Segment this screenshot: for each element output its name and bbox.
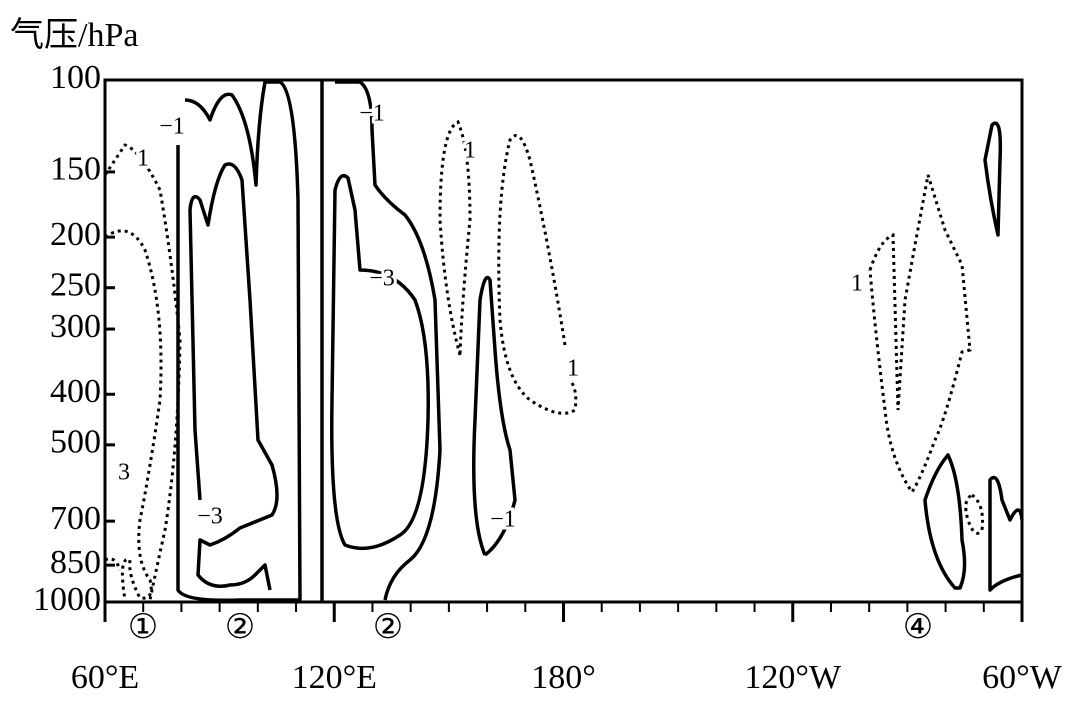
contour bbox=[923, 453, 967, 590]
x-tick-label: 60°E bbox=[71, 659, 139, 696]
y-tick-label: 150 bbox=[50, 151, 101, 188]
contour bbox=[988, 475, 1024, 592]
y-tick-label: 250 bbox=[50, 267, 101, 304]
y-tick-label: 400 bbox=[50, 373, 101, 410]
region-label: ① bbox=[128, 609, 158, 646]
contours bbox=[103, 80, 1024, 603]
contour bbox=[438, 120, 472, 356]
contour-label: −3 bbox=[197, 504, 223, 530]
contour bbox=[964, 493, 984, 535]
y-tick-label: 200 bbox=[50, 216, 101, 253]
contour bbox=[868, 174, 972, 495]
contour-label: 1 bbox=[851, 271, 863, 297]
region-label: ② bbox=[373, 609, 403, 646]
contour bbox=[472, 275, 517, 557]
x-tick-label: 120°W bbox=[744, 659, 842, 696]
contour bbox=[983, 121, 1003, 237]
contour bbox=[103, 143, 182, 601]
contour bbox=[497, 134, 578, 415]
contour-label: 1 bbox=[137, 146, 149, 172]
y-tick-label: 500 bbox=[50, 424, 101, 461]
x-tick-label: 120°E bbox=[292, 659, 377, 696]
region-label: ② bbox=[225, 609, 255, 646]
y-tick-label: 100 bbox=[50, 59, 101, 96]
contour-label: −1 bbox=[159, 114, 185, 140]
region-label: ④ bbox=[903, 609, 933, 646]
y-tick-label: 300 bbox=[50, 308, 101, 345]
contour bbox=[335, 80, 442, 601]
contour-label: −1 bbox=[359, 101, 385, 127]
x-tick-label: 60°W bbox=[982, 659, 1063, 696]
contour-label: −3 bbox=[369, 266, 395, 292]
contour-label: 1 bbox=[567, 356, 579, 382]
plot-frame bbox=[103, 78, 1024, 604]
y-tick-label: 850 bbox=[50, 544, 101, 581]
x-tick-label: 180° bbox=[531, 659, 596, 696]
contour bbox=[176, 80, 302, 603]
contour-label: 3 bbox=[118, 460, 130, 486]
contour bbox=[104, 229, 163, 601]
contour-label: −1 bbox=[490, 507, 516, 533]
y-tick-label: 1000 bbox=[33, 581, 101, 618]
contour bbox=[188, 162, 279, 591]
contour bbox=[330, 174, 430, 551]
contour-label: 1 bbox=[464, 138, 476, 164]
y-tick-label: 700 bbox=[50, 500, 101, 537]
y-axis-label: 气压/hPa bbox=[10, 16, 138, 54]
